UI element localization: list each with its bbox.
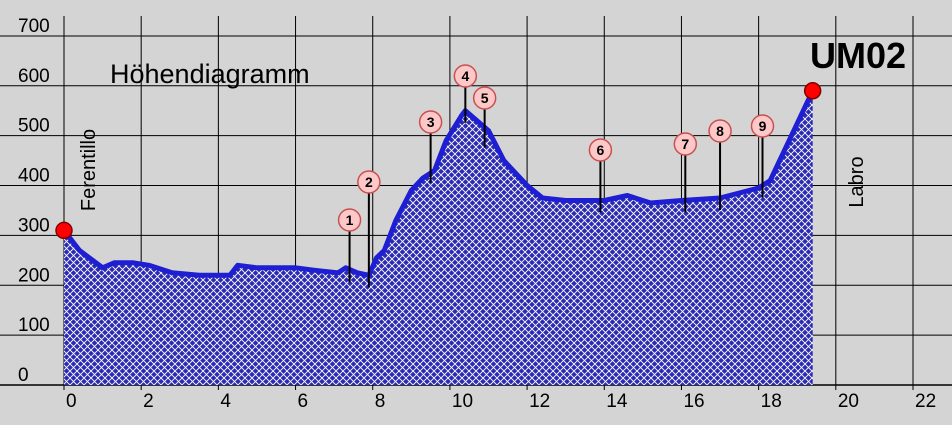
marker-label: 2	[365, 174, 373, 190]
y-tick-label: 500	[18, 116, 50, 137]
endpoints: Ferentillo Labro	[55, 82, 868, 240]
route-code: UM02	[810, 35, 906, 76]
y-tick-label: 700	[18, 16, 50, 37]
marker-label: 7	[681, 136, 689, 152]
x-tick-label: 6	[298, 391, 309, 412]
x-tick-label: 22	[915, 391, 936, 412]
y-tick-label: 400	[18, 166, 50, 187]
endpoint-dot	[55, 221, 73, 240]
x-tick-label: 8	[375, 391, 386, 412]
marker-label: 3	[427, 114, 435, 130]
marker-label: 6	[597, 142, 605, 158]
x-tick-label: 16	[683, 391, 704, 412]
place-label: Ferentillo	[78, 129, 100, 211]
x-tick-label: 18	[761, 391, 782, 412]
tick-labels: 0 2 4 6 8 10 12 14 16 18 20 22010020030040050060070…	[18, 16, 936, 412]
x-tick-label: 12	[529, 391, 550, 412]
marker-label: 9	[759, 118, 767, 134]
waypoint-markers: 1 2 3 45 6 7 8 9	[337, 64, 775, 288]
y-tick-label: 600	[18, 66, 50, 87]
marker-3	[418, 110, 443, 134]
x-tick-label: 4	[220, 391, 231, 412]
x-tick-label: 10	[452, 391, 473, 412]
y-tick-label: 0	[18, 365, 29, 386]
marker-1	[337, 208, 362, 232]
marker-9	[750, 114, 775, 138]
y-tick-label: 100	[18, 315, 50, 336]
marker-8	[708, 119, 732, 143]
marker-2	[357, 170, 381, 194]
marker-label: 4	[461, 68, 469, 84]
elevation-area	[62, 89, 815, 386]
marker-label: 5	[481, 90, 489, 106]
chart-title: Höhendiagramm	[110, 59, 310, 89]
elevation-fill	[64, 90, 813, 386]
x-tick-label: 0	[66, 391, 77, 412]
marker-label: 8	[716, 123, 724, 139]
place-label: Labro	[846, 156, 868, 207]
x-tick-label: 14	[606, 391, 628, 412]
x-tick-label: 20	[838, 391, 859, 412]
marker-5	[472, 86, 497, 110]
x-tick-label: 2	[143, 391, 154, 412]
marker-7	[673, 132, 698, 156]
marker-6	[588, 138, 613, 162]
marker-label: 1	[346, 212, 354, 228]
y-tick-label: 300	[18, 215, 50, 236]
elevation-line	[62, 89, 815, 278]
endpoint-dot	[803, 82, 822, 100]
marker-4	[453, 64, 478, 88]
y-tick-label: 200	[18, 265, 50, 286]
